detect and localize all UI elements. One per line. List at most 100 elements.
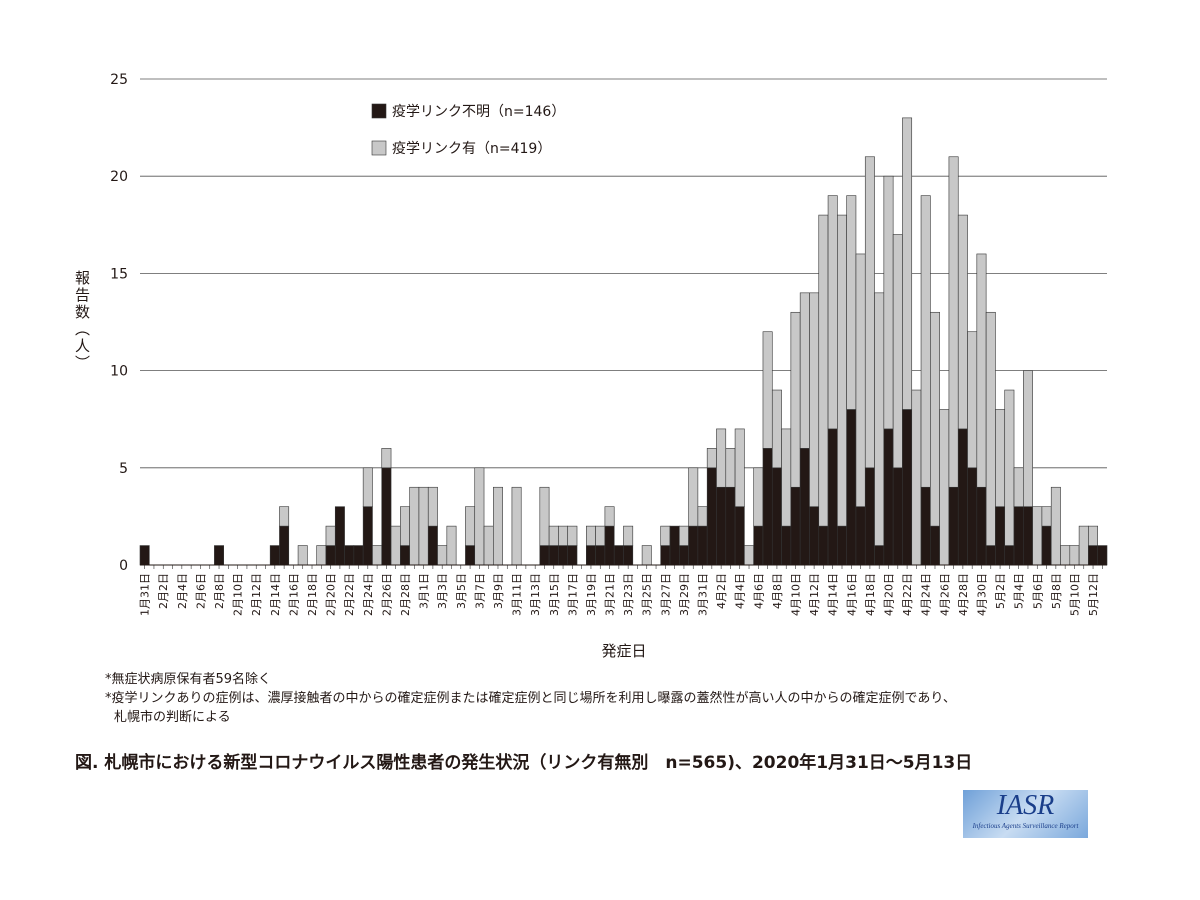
bar-segment	[493, 486, 503, 566]
bar-segment	[344, 545, 355, 566]
bar-segment	[1013, 506, 1024, 566]
x-tick-label: 4月22日	[901, 573, 914, 616]
x-tick-label: 4月4日	[734, 573, 747, 609]
x-tick-label: 4月16日	[845, 573, 858, 616]
bar-segment	[1023, 506, 1033, 566]
bar-segment	[762, 448, 773, 566]
bar-segment	[771, 389, 782, 469]
bar-segment	[744, 545, 754, 566]
bar-segment	[595, 545, 606, 566]
bar-segment	[725, 486, 736, 566]
x-tick-label: 3月27日	[659, 573, 672, 616]
x-tick-label: 4月18日	[864, 573, 877, 616]
x-tick-label: 5月12日	[1087, 573, 1100, 616]
bar-segment	[892, 467, 903, 566]
bar-segment	[697, 506, 708, 527]
x-axis-title: 発症日	[601, 642, 646, 660]
x-tick-label: 2月8日	[213, 573, 226, 609]
bar-segment	[539, 486, 550, 546]
bar-segment	[409, 486, 420, 566]
bar-segment	[558, 545, 569, 566]
x-tick-label: 4月24日	[920, 573, 933, 616]
bar-segment	[427, 486, 438, 527]
bar-segment	[1060, 545, 1071, 566]
bar-segment	[613, 545, 624, 566]
x-tick-label: 5月10日	[1068, 573, 1081, 616]
bar-segment	[427, 525, 438, 566]
bar-segment	[548, 525, 559, 546]
bar-segment	[688, 525, 699, 566]
bar-segment	[1088, 525, 1099, 546]
bar-segment	[688, 467, 699, 527]
bar-segment	[864, 156, 875, 469]
y-tick-label: 25	[110, 72, 128, 88]
bar-segment	[390, 525, 401, 566]
bar-segment	[595, 525, 606, 546]
bar-segment	[586, 525, 596, 546]
bar-segment	[734, 506, 745, 566]
bar-segment	[465, 545, 476, 566]
bar-segment	[539, 545, 550, 566]
bar-segment	[753, 467, 764, 527]
bar-segment	[790, 311, 801, 488]
bar-segment	[697, 525, 708, 566]
bar-segment	[623, 545, 634, 566]
footnote: *疫学リンクありの症例は、濃厚接触者の中からの確定症例または確定症例と同じ場所を…	[105, 691, 956, 706]
x-tick-label: 3月21日	[604, 573, 617, 616]
x-tick-label: 3月15日	[548, 573, 561, 616]
x-tick-label: 3月7日	[473, 573, 486, 609]
bar-segment	[911, 389, 922, 566]
logo-subtitle: Infectious Agents Surveillance Report	[972, 822, 1079, 830]
bar-segment	[976, 253, 987, 488]
x-tick-label: 3月9日	[492, 573, 505, 609]
x-tick-label: 2月2日	[157, 573, 170, 609]
x-tick-label: 5月4日	[1013, 573, 1026, 609]
bar-segment	[678, 525, 689, 546]
x-tick-label: 3月11日	[511, 573, 524, 616]
bar-segment	[325, 545, 336, 566]
bar-segment	[799, 448, 810, 566]
caption: 図. 札幌市における新型コロナウイルス陽性患者の発生状況（リンク有無別 n=56…	[75, 753, 973, 773]
x-tick-label: 3月29日	[678, 573, 691, 616]
x-tick-label: 4月2日	[715, 573, 728, 609]
x-tick-label: 2月12日	[250, 573, 263, 616]
bar-segment	[1097, 545, 1108, 566]
bar-segment	[995, 506, 1006, 566]
bar-segment	[818, 214, 829, 527]
x-tick-label: 2月28日	[399, 573, 412, 616]
bar-segment	[400, 506, 410, 546]
bar-segment	[920, 486, 931, 566]
bar-segment	[446, 525, 457, 566]
bar-segment	[418, 486, 429, 566]
y-axis-title: 報告数（人）	[73, 270, 91, 372]
y-tick-label: 15	[110, 266, 128, 282]
bar-segment	[790, 486, 801, 566]
bar-segment	[948, 486, 959, 566]
bar-segment	[437, 545, 448, 566]
x-tick-label: 4月26日	[938, 573, 951, 616]
x-tick-label: 2月10日	[232, 573, 245, 616]
bar-segment	[297, 545, 308, 566]
x-tick-label: 2月24日	[362, 573, 375, 616]
x-tick-label: 4月6日	[752, 573, 765, 609]
bar-segment	[279, 506, 290, 527]
bar-segment	[883, 175, 894, 430]
bar-segment	[846, 409, 857, 566]
bar-segment	[1041, 525, 1052, 566]
bar-segment	[864, 467, 875, 566]
x-tick-label: 2月20日	[325, 573, 338, 616]
x-tick-label: 2月18日	[306, 573, 319, 616]
legend-swatch	[371, 140, 387, 156]
bar-segment	[902, 409, 913, 566]
x-tick-label: 3月13日	[529, 573, 542, 616]
x-tick-label: 3月17日	[566, 573, 579, 616]
bar-segment	[1041, 506, 1052, 527]
bar-segment	[957, 428, 968, 566]
bar-segment	[874, 545, 885, 566]
bar-segment	[465, 506, 476, 546]
bar-segment	[883, 428, 894, 566]
x-tick-label: 3月3日	[436, 573, 449, 609]
bar-segment	[279, 525, 290, 566]
x-tick-label: 3月19日	[585, 573, 598, 616]
